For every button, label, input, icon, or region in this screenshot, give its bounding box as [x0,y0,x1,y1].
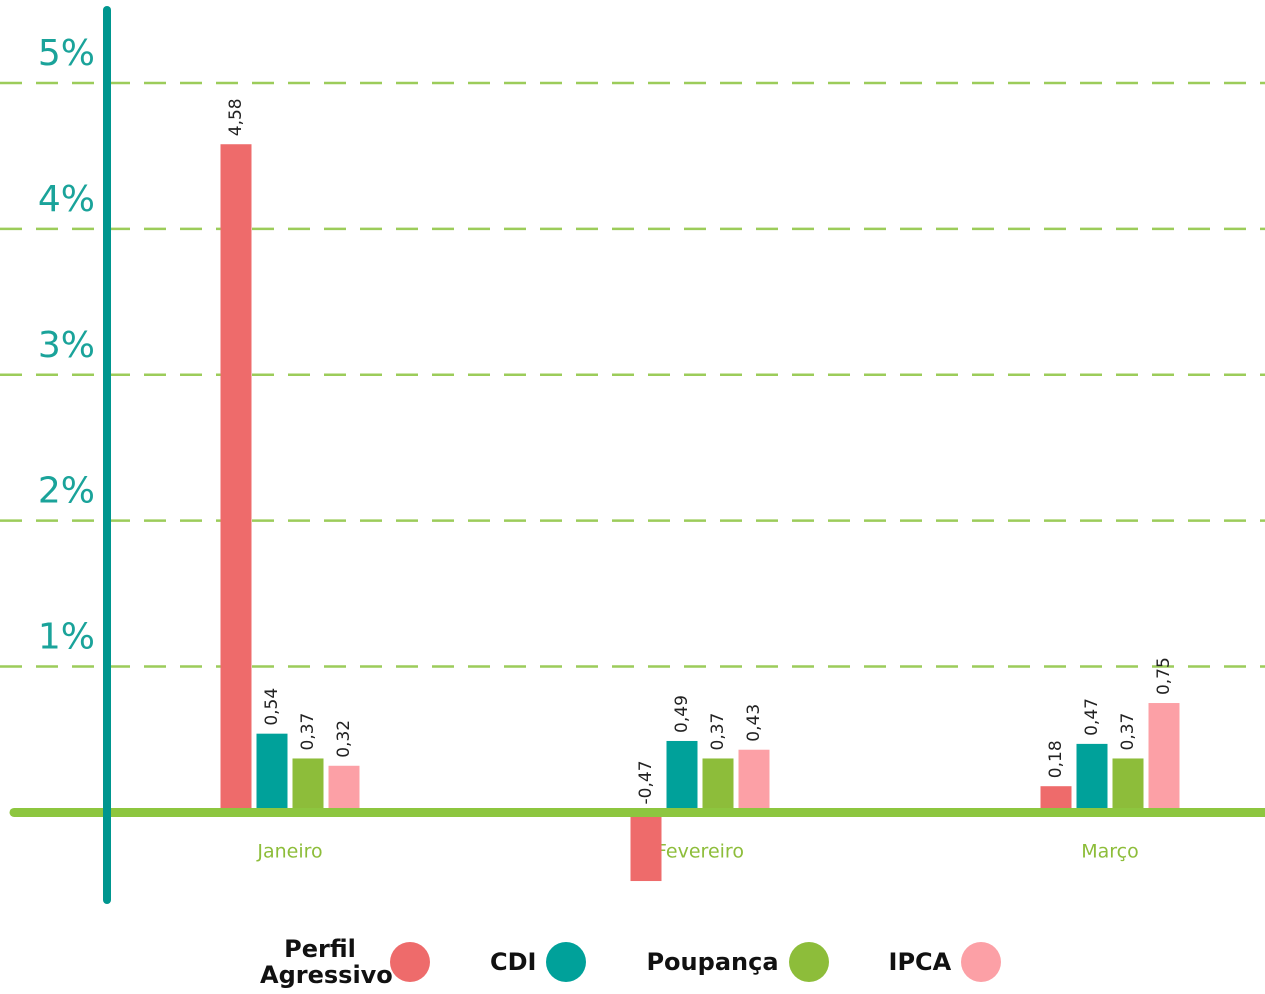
value-label: 0,32 [334,720,354,758]
legend-swatch [546,942,587,982]
bar [1076,743,1108,813]
bar [292,758,324,813]
legend-label: CDI [490,948,537,976]
bar [666,740,698,813]
legend-swatch [961,942,1002,982]
bar [1112,758,1144,813]
legend-item: Poupança [646,942,829,982]
legend-swatch [788,942,829,982]
y-tick-label: 1% [38,617,95,658]
bar [256,733,288,813]
value-label: -0,47 [636,760,656,804]
x-tick-label: Janeiro [256,840,322,862]
x-tick-label: Março [1081,840,1139,862]
legend-label: Poupança [646,948,779,976]
value-label: 0,49 [672,695,692,733]
value-label: 0,47 [1082,698,1102,736]
bar [1148,703,1180,813]
value-label: 0,75 [1154,657,1174,695]
value-label: 0,37 [708,713,728,751]
x-tick-label: Fevereiro [656,840,744,862]
y-tick-label: 3% [38,325,95,366]
bar [702,758,734,813]
value-label: 0,43 [744,704,764,742]
legend-label: IPCA [888,948,952,976]
y-tick-label: 5% [38,33,95,74]
value-label: 0,54 [262,688,282,726]
y-tick-label: 2% [38,471,95,512]
value-label: 0,18 [1046,740,1066,778]
bar [328,765,360,813]
legend: Perfil Agressivo CDI Poupança IPCA [260,930,1160,994]
legend-item: Perfil Agressivo [260,936,430,988]
legend-swatch [390,942,430,982]
bar [738,749,770,813]
value-label: 0,37 [1118,713,1138,751]
legend-item: IPCA [889,942,1002,982]
chart: 1% 2% 3% 4% 5% Janeiro 4,58 0,54 0,37 0,32 Feverei… [0,6,1265,904]
value-label: 0,37 [298,713,318,751]
bar [220,144,252,813]
legend-item: CDI [490,942,587,982]
legend-label: Perfil Agressivo [260,935,393,989]
y-tick-label: 4% [38,179,95,220]
bar [630,812,662,882]
value-label: 4,58 [226,98,246,136]
